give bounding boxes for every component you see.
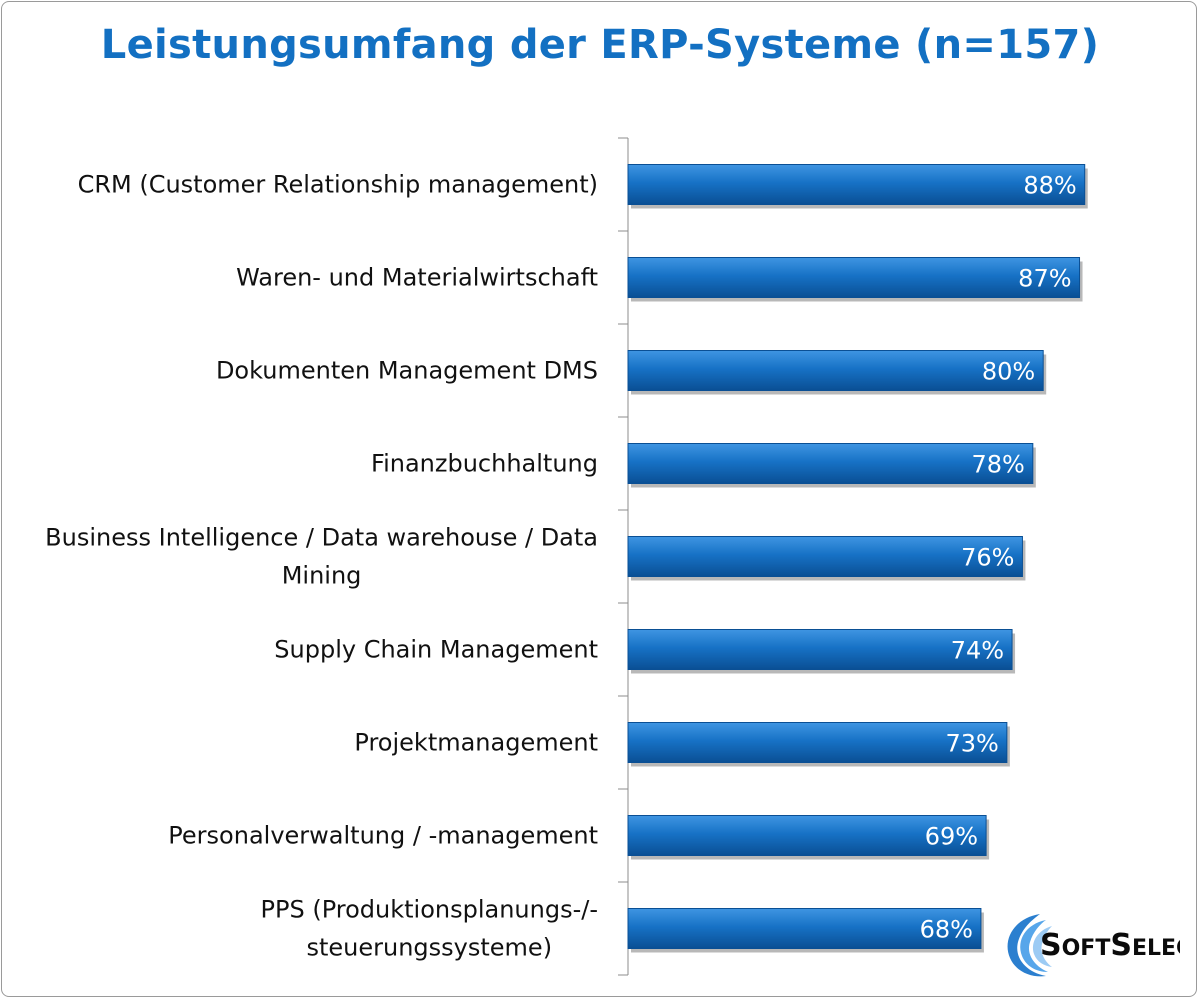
category-label: Projektmanagement bbox=[354, 729, 598, 757]
bar bbox=[627, 350, 1044, 391]
bar bbox=[627, 815, 987, 856]
category-label-line: Projektmanagement bbox=[354, 729, 598, 757]
value-label: 68% bbox=[920, 916, 973, 944]
value-label: 69% bbox=[925, 823, 978, 851]
category-label-line: CRM (Customer Relationship management) bbox=[78, 171, 598, 199]
category-axis bbox=[618, 137, 629, 976]
category-label-line: Business Intelligence / Data warehouse /… bbox=[45, 524, 598, 552]
bar bbox=[627, 536, 1023, 577]
bar bbox=[627, 629, 1013, 670]
value-label: 74% bbox=[951, 637, 1004, 665]
category-label: Dokumenten Management DMS bbox=[216, 357, 598, 385]
category-label-line: Personalverwaltung / -management bbox=[168, 822, 598, 850]
logo-wordmark: SOFTSELECT bbox=[1040, 928, 1180, 963]
category-label: Finanzbuchhaltung bbox=[371, 450, 598, 478]
value-label: 76% bbox=[961, 544, 1014, 572]
swoosh-globe-icon bbox=[1007, 914, 1052, 977]
value-label: 88% bbox=[1023, 172, 1076, 200]
category-label: PPS (Produktionsplanungs-/- steuerungssys… bbox=[261, 896, 598, 962]
chart-title: Leistungsumfang der ERP-Systeme (n=157) bbox=[100, 22, 1100, 68]
bar bbox=[627, 164, 1086, 205]
category-label: Waren- und Materialwirtschaft bbox=[236, 264, 598, 292]
category-label-line: Waren- und Materialwirtschaft bbox=[236, 264, 598, 292]
category-label-line: Supply Chain Management bbox=[274, 636, 598, 664]
category-label-line: Mining bbox=[282, 562, 362, 590]
category-label-line: Finanzbuchhaltung bbox=[371, 450, 598, 478]
bar bbox=[627, 722, 1008, 763]
bar bbox=[627, 908, 982, 949]
value-label: 87% bbox=[1018, 265, 1071, 293]
value-label: 78% bbox=[971, 451, 1024, 479]
bar-series bbox=[627, 164, 1088, 953]
bar bbox=[627, 257, 1081, 298]
bar bbox=[627, 443, 1034, 484]
category-label: CRM (Customer Relationship management) bbox=[78, 171, 598, 199]
value-label: 73% bbox=[946, 730, 999, 758]
category-label: Business Intelligence / Data warehouse /… bbox=[45, 524, 598, 590]
category-label-line: steuerungssysteme) bbox=[306, 934, 552, 962]
category-label: Supply Chain Management bbox=[274, 636, 598, 664]
value-labels: 88% 87% 80% 78% 76% 74% 73% 69% 68% bbox=[920, 172, 1077, 944]
softselect-logo: SOFTSELECT bbox=[1007, 914, 1180, 977]
category-labels: CRM (Customer Relationship management) Wa… bbox=[45, 171, 598, 962]
category-label-line: PPS (Produktionsplanungs-/- bbox=[261, 896, 598, 924]
category-label: Personalverwaltung / -management bbox=[168, 822, 598, 850]
category-label-line: Dokumenten Management DMS bbox=[216, 357, 598, 385]
value-label: 80% bbox=[982, 358, 1035, 386]
